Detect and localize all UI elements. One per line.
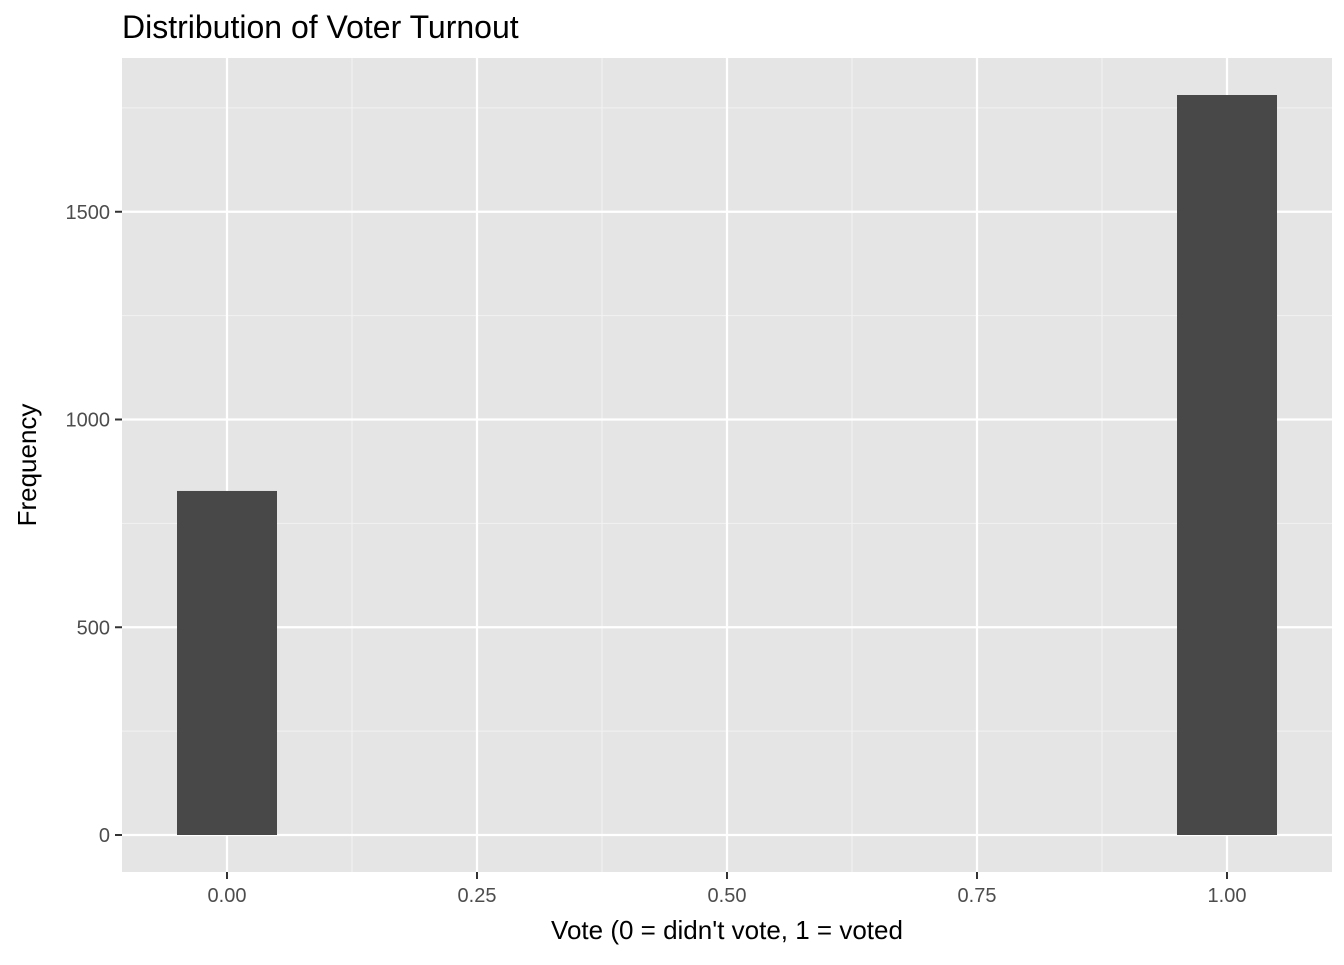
x-tick-label: 0.25	[458, 885, 497, 907]
x-tick-label: 0.00	[208, 885, 247, 907]
histogram-bar	[177, 490, 277, 835]
histogram-bars	[177, 95, 1277, 835]
y-tick-label: 0	[99, 825, 110, 847]
x-tick-label: 1.00	[1208, 885, 1247, 907]
chart-title: Distribution of Voter Turnout	[122, 9, 519, 45]
x-tick-label: 0.75	[958, 885, 997, 907]
y-tick-label: 500	[77, 617, 110, 639]
y-axis-ticks: 0 500 1000 1500	[66, 202, 122, 847]
y-axis-title: Frequency	[12, 404, 42, 527]
x-tick-label: 0.50	[708, 885, 747, 907]
y-tick-label: 1500	[66, 202, 111, 224]
histogram-bar	[1177, 95, 1277, 835]
x-axis-title: Vote (0 = didn't vote, 1 = voted	[551, 915, 903, 945]
y-tick-label: 1000	[66, 410, 111, 432]
x-axis-ticks: 0.00 0.25 0.50 0.75 1.00	[208, 872, 1247, 907]
major-gridlines	[122, 58, 1332, 872]
